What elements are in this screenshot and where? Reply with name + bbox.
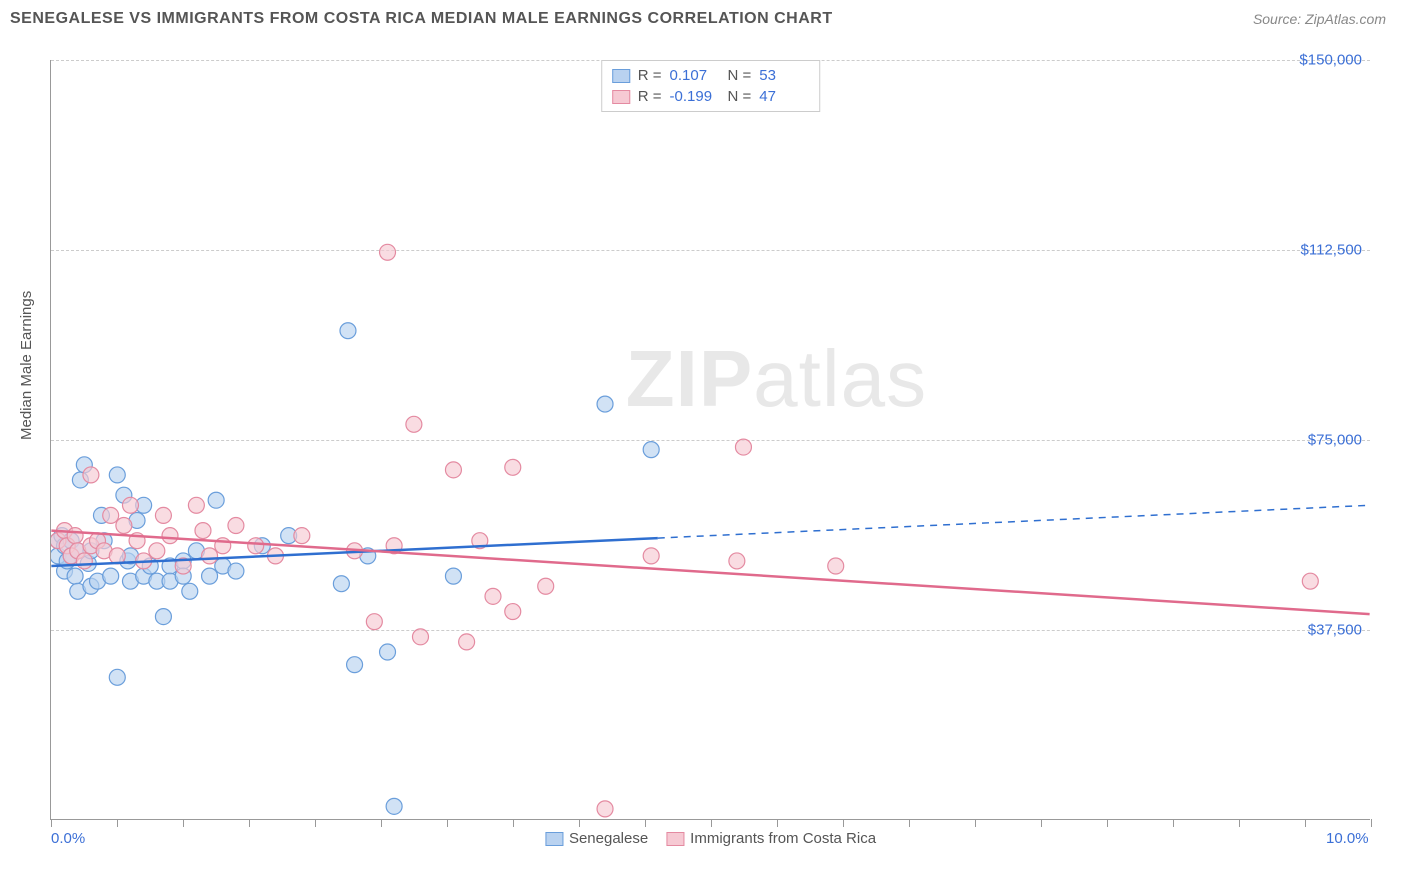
data-point — [182, 583, 198, 599]
data-point — [155, 507, 171, 523]
legend-item-senegalese: Senegalese — [545, 830, 648, 847]
data-point — [228, 518, 244, 534]
data-point — [340, 323, 356, 339]
data-point — [380, 644, 396, 660]
data-point — [294, 528, 310, 544]
chart-title: SENEGALESE VS IMMIGRANTS FROM COSTA RICA… — [10, 10, 833, 28]
data-point — [248, 538, 264, 554]
data-point — [208, 492, 224, 508]
data-point — [505, 459, 521, 475]
swatch-icon — [612, 90, 630, 104]
data-point — [828, 558, 844, 574]
data-point — [103, 507, 119, 523]
data-point — [202, 568, 218, 584]
data-point — [76, 553, 92, 569]
data-point — [735, 439, 751, 455]
data-point — [386, 798, 402, 814]
source-attribution: Source: ZipAtlas.com — [1253, 11, 1386, 27]
data-point — [202, 548, 218, 564]
swatch-icon — [612, 69, 630, 83]
data-point — [459, 634, 475, 650]
chart-header: SENEGALESE VS IMMIGRANTS FROM COSTA RICA… — [0, 0, 1406, 33]
data-point — [445, 568, 461, 584]
data-point — [347, 657, 363, 673]
data-point — [195, 523, 211, 539]
x-tick-label: 10.0% — [1326, 830, 1369, 847]
y-axis-label: Median Male Earnings — [18, 291, 35, 440]
data-point — [538, 578, 554, 594]
data-point — [67, 568, 83, 584]
correlation-legend: R = 0.107 N = 53 R = -0.199 N = 47 — [601, 60, 821, 112]
data-point — [597, 801, 613, 817]
data-point — [412, 629, 428, 645]
trend-line-extrapolated — [658, 505, 1370, 538]
scatter-layer — [51, 60, 1370, 819]
data-point — [366, 614, 382, 630]
data-point — [380, 244, 396, 260]
data-point — [116, 518, 132, 534]
data-point — [597, 396, 613, 412]
data-point — [122, 497, 138, 513]
data-point — [228, 563, 244, 579]
data-point — [155, 609, 171, 625]
data-point — [406, 416, 422, 432]
legend-row-series-1: R = 0.107 N = 53 — [612, 65, 810, 86]
data-point — [1302, 573, 1318, 589]
data-point — [643, 548, 659, 564]
data-point — [149, 543, 165, 559]
x-tick-label: 0.0% — [51, 830, 85, 847]
legend-row-series-2: R = -0.199 N = 47 — [612, 86, 810, 107]
data-point — [729, 553, 745, 569]
trend-line — [51, 531, 1369, 614]
data-point — [67, 528, 83, 544]
data-point — [109, 669, 125, 685]
data-point — [83, 467, 99, 483]
swatch-icon — [666, 832, 684, 846]
data-point — [505, 604, 521, 620]
data-point — [333, 576, 349, 592]
swatch-icon — [545, 832, 563, 846]
data-point — [188, 497, 204, 513]
data-point — [445, 462, 461, 478]
series-legend: Senegalese Immigrants from Costa Rica — [545, 830, 876, 847]
data-point — [485, 588, 501, 604]
data-point — [109, 467, 125, 483]
data-point — [162, 528, 178, 544]
data-point — [103, 568, 119, 584]
plot-area: ZIPatlas R = 0.107 N = 53 R = -0.199 N =… — [50, 60, 1370, 820]
legend-item-costa-rica: Immigrants from Costa Rica — [666, 830, 876, 847]
data-point — [643, 442, 659, 458]
